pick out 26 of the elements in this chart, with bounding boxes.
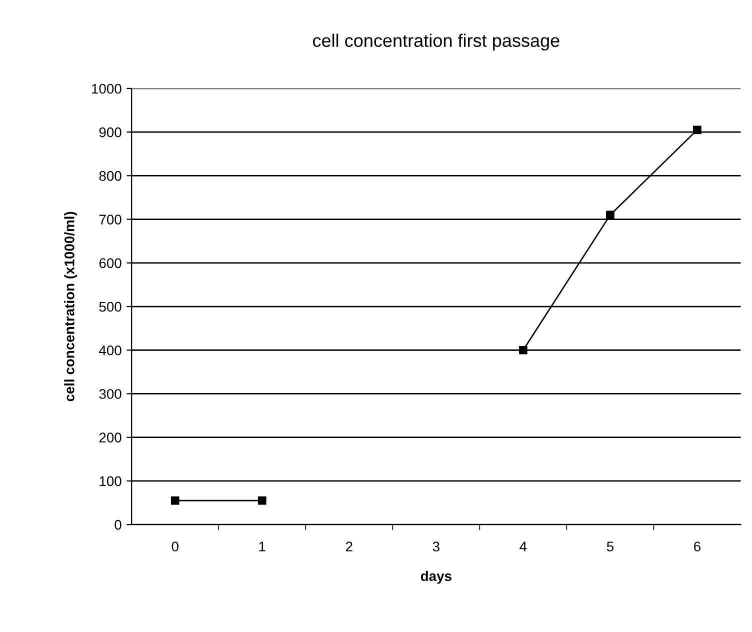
x-tick-label: 2 bbox=[346, 542, 352, 552]
x-tick-label: 1 bbox=[259, 542, 266, 552]
y-tick-label: 1000 bbox=[92, 84, 122, 94]
y-tick-label: 300 bbox=[99, 389, 122, 399]
point bbox=[258, 496, 266, 505]
x-tick-label: 3 bbox=[432, 542, 440, 552]
x-tick-label: 6 bbox=[694, 542, 700, 552]
y-tick-label: 400 bbox=[99, 345, 122, 356]
x-tick-label: 5 bbox=[606, 542, 614, 552]
point bbox=[606, 210, 614, 220]
point bbox=[693, 126, 702, 134]
y-tick-label: 900 bbox=[99, 127, 122, 138]
x-tick-label: 4 bbox=[520, 542, 527, 552]
point bbox=[170, 496, 180, 505]
y-tick-label: 500 bbox=[99, 302, 122, 312]
chart-title: cell concentration first passage bbox=[312, 34, 560, 51]
point bbox=[519, 346, 528, 354]
y-tick-label: 200 bbox=[99, 432, 122, 443]
y-tick-label: 0 bbox=[114, 520, 122, 530]
y-axis-title: cell concentration (x1000/ml) bbox=[64, 212, 78, 402]
y-tick-label: 800 bbox=[99, 171, 122, 181]
x-axis-title: days bbox=[420, 570, 452, 584]
y-tick-label: 600 bbox=[99, 258, 122, 268]
y-tick-label: 700 bbox=[99, 214, 122, 224]
y-tick-label: 100 bbox=[100, 476, 122, 486]
x-tick-label: 0 bbox=[172, 542, 178, 552]
